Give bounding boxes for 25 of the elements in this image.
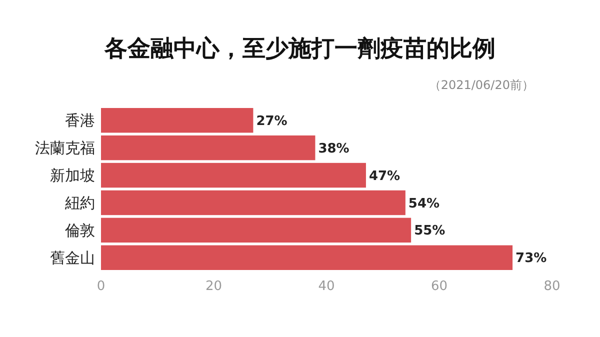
x-tick-label: 40	[318, 279, 335, 294]
bar	[101, 245, 513, 270]
x-tick-label: 80	[544, 279, 560, 294]
x-tick-label: 60	[430, 279, 448, 294]
y-tick-label: 法蘭克福	[35, 139, 95, 158]
data-label: 27%	[256, 114, 288, 129]
bar	[101, 108, 254, 133]
bar	[101, 135, 316, 160]
y-tick-label: 舊金山	[50, 248, 95, 267]
x-tick-label: 20	[205, 279, 222, 294]
y-tick-label: 新加坡	[50, 166, 95, 185]
bar	[101, 162, 366, 188]
chart-subtitle: （2021/06/20前）	[428, 78, 534, 92]
data-label: 55%	[414, 224, 446, 239]
y-tick-label: 倫敦	[64, 221, 95, 240]
y-tick-label: 香港	[65, 112, 95, 130]
y-tick-label: 紐約	[64, 194, 95, 212]
chart-title: 各金融中心，至少施打一劑疫苗的比例	[104, 35, 496, 62]
data-label: 73%	[516, 251, 547, 266]
x-tick-label: 0	[96, 279, 106, 294]
data-label: 54%	[408, 196, 440, 212]
bar	[101, 190, 406, 216]
data-label: 38%	[318, 141, 350, 156]
bar	[101, 218, 412, 243]
data-label: 47%	[368, 168, 400, 184]
